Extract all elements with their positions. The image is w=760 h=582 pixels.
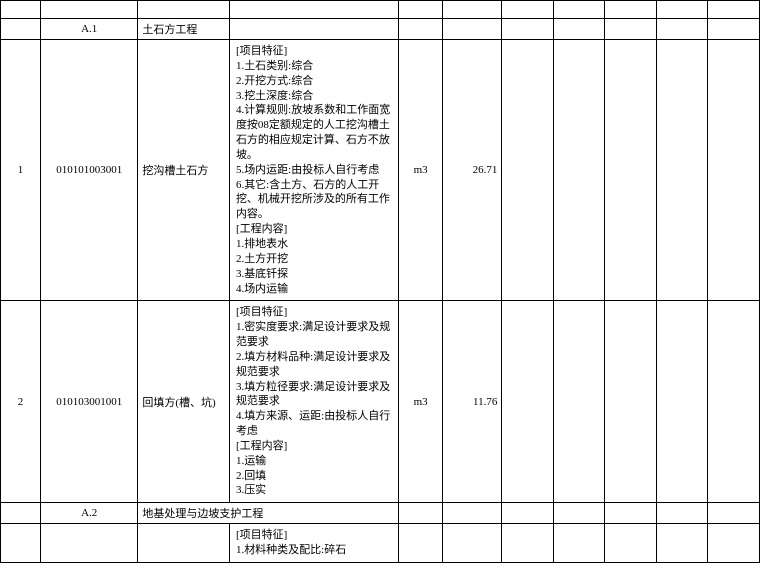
cell-qty: 26.71 <box>442 40 502 301</box>
cell-name: 回填方(槽、坑) <box>138 301 230 503</box>
cell-code <box>41 524 138 563</box>
cell-code: 010103001001 <box>41 301 138 503</box>
cell-blank <box>708 1 760 19</box>
cell-blank <box>708 19 760 40</box>
cell-blank <box>708 503 760 524</box>
cell-unit: m3 <box>399 40 443 301</box>
cell-spec: [项目特征] 1.密实度要求:满足设计要求及规范要求 2.填方材料品种:满足设计… <box>229 301 398 503</box>
cell-blank <box>656 524 708 563</box>
cell-qty <box>442 503 502 524</box>
cell-blank <box>502 524 554 563</box>
cell-blank <box>553 1 605 19</box>
table-row: A.2 地基处理与边坡支护工程 <box>1 503 760 524</box>
cell-code: A.2 <box>41 503 138 524</box>
cell-blank <box>553 301 605 503</box>
cell-code: A.1 <box>41 19 138 40</box>
cell-seq <box>1 524 41 563</box>
cell-blank <box>502 1 554 19</box>
cell-blank <box>553 524 605 563</box>
table-row: [项目特征] 1.材料种类及配比:碎石 <box>1 524 760 563</box>
cell-qty <box>442 524 502 563</box>
cell-name: 挖沟槽土石方 <box>138 40 230 301</box>
cell-name: 土石方工程 <box>138 19 230 40</box>
cell-unit <box>399 19 443 40</box>
cell-spec: [项目特征] 1.材料种类及配比:碎石 <box>229 524 398 563</box>
cell-blank <box>605 301 657 503</box>
cell-blank <box>605 40 657 301</box>
table-row: 1 010101003001 挖沟槽土石方 [项目特征] 1.土石类别:综合 2… <box>1 40 760 301</box>
cell-seq: 2 <box>1 301 41 503</box>
boq-table: A.1 土石方工程 1 010101003001 挖沟槽土石方 [项目特征] 1… <box>0 0 760 563</box>
cell-qty: 11.76 <box>442 301 502 503</box>
table-row <box>1 1 760 19</box>
table-row: 2 010103001001 回填方(槽、坑) [项目特征] 1.密实度要求:满… <box>1 301 760 503</box>
cell-unit <box>399 503 443 524</box>
cell-seq: 1 <box>1 40 41 301</box>
cell-name <box>138 524 230 563</box>
cell-unit <box>399 1 443 19</box>
cell-blank <box>656 1 708 19</box>
cell-code: 010101003001 <box>41 40 138 301</box>
cell-qty <box>442 19 502 40</box>
cell-seq <box>1 1 41 19</box>
cell-unit: m3 <box>399 301 443 503</box>
cell-blank <box>605 19 657 40</box>
cell-blank <box>708 40 760 301</box>
cell-blank <box>605 503 657 524</box>
cell-blank <box>656 19 708 40</box>
table-row: A.1 土石方工程 <box>1 19 760 40</box>
cell-spec <box>229 19 398 40</box>
cell-seq <box>1 503 41 524</box>
cell-blank <box>605 1 657 19</box>
cell-blank <box>502 301 554 503</box>
cell-spec: [项目特征] 1.土石类别:综合 2.开挖方式:综合 3.挖土深度:综合 4.计… <box>229 40 398 301</box>
cell-blank <box>708 524 760 563</box>
cell-blank <box>502 19 554 40</box>
cell-unit <box>399 524 443 563</box>
cell-spec <box>229 1 398 19</box>
cell-code <box>41 1 138 19</box>
cell-seq <box>1 19 41 40</box>
cell-blank <box>553 19 605 40</box>
cell-blank <box>656 503 708 524</box>
cell-blank <box>502 503 554 524</box>
cell-blank <box>553 40 605 301</box>
cell-blank <box>708 301 760 503</box>
cell-blank <box>605 524 657 563</box>
cell-name <box>138 1 230 19</box>
cell-blank <box>502 40 554 301</box>
cell-blank <box>553 503 605 524</box>
table-body: A.1 土石方工程 1 010101003001 挖沟槽土石方 [项目特征] 1… <box>1 1 760 563</box>
cell-name: 地基处理与边坡支护工程 <box>138 503 399 524</box>
cell-blank <box>656 40 708 301</box>
cell-blank <box>656 301 708 503</box>
cell-qty <box>442 1 502 19</box>
